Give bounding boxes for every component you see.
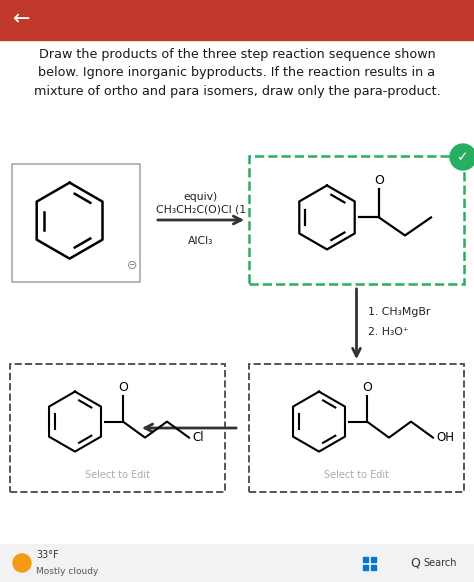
Bar [0, 0, 474, 40]
Bar [372, 565, 376, 570]
Bar [0, 544, 474, 582]
Text: O: O [362, 381, 372, 393]
Text: O: O [374, 175, 384, 187]
Bar [364, 565, 368, 570]
Text: AlCl₃: AlCl₃ [188, 236, 214, 246]
Circle shape [450, 144, 474, 170]
Text: Cl: Cl [192, 431, 204, 444]
Text: ∨: ∨ [184, 464, 194, 478]
Text: equiv): equiv) [184, 192, 218, 202]
Bar [249, 156, 464, 284]
Text: 33°F: 33°F [36, 549, 59, 560]
Text: Q: Q [410, 556, 420, 570]
Bar [12, 164, 140, 282]
Text: Select to Edit: Select to Edit [324, 470, 389, 480]
Bar [249, 364, 464, 492]
Text: AlCl₃: AlCl₃ [176, 436, 202, 446]
Text: ⊝: ⊝ [127, 259, 137, 272]
Text: Mostly cloudy: Mostly cloudy [36, 567, 99, 576]
Text: Select to Edit: Select to Edit [85, 470, 150, 480]
Text: Cl₂: Cl₂ [182, 406, 197, 416]
Text: O: O [118, 381, 128, 393]
Bar [372, 556, 376, 562]
Text: ←: ← [13, 10, 31, 30]
Text: OH: OH [436, 431, 454, 444]
Circle shape [13, 554, 31, 572]
Text: Search: Search [423, 558, 457, 568]
Text: Draw the products of the three step reaction sequence shown
below. Ignore inorga: Draw the products of the three step reac… [34, 48, 440, 98]
Text: 1. CH₃MgBr: 1. CH₃MgBr [368, 307, 431, 317]
Bar [10, 364, 225, 492]
Text: ✓: ✓ [457, 150, 469, 164]
Text: 2. H₃O⁺: 2. H₃O⁺ [368, 327, 409, 337]
Text: CH₃CH₂C(O)Cl (1: CH₃CH₂C(O)Cl (1 [156, 205, 246, 215]
Bar [364, 556, 368, 562]
